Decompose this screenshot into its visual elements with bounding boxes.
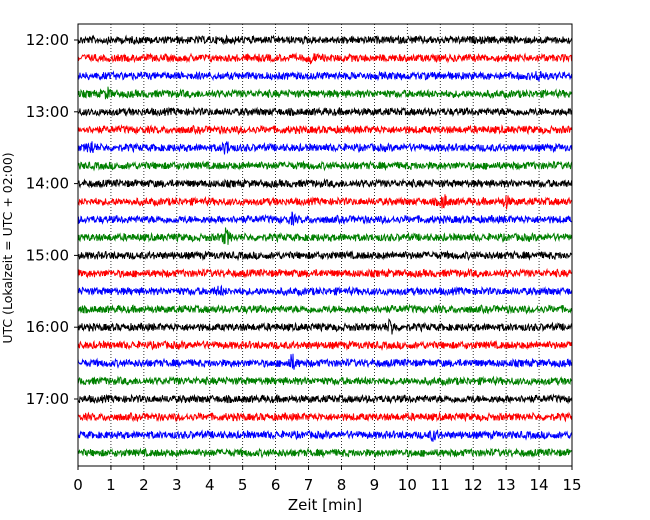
trace-1700 bbox=[77, 393, 573, 405]
x-tick-label: 4 bbox=[205, 476, 215, 494]
trace-1230 bbox=[77, 70, 573, 82]
trace-1215 bbox=[77, 52, 573, 65]
trace-1500 bbox=[77, 249, 573, 262]
x-tick-label: 8 bbox=[337, 476, 347, 494]
trace-1315 bbox=[77, 123, 573, 136]
x-tick-label: 11 bbox=[431, 476, 450, 494]
x-tick-label: 6 bbox=[271, 476, 281, 494]
trace-1615 bbox=[77, 339, 573, 352]
traces bbox=[77, 34, 573, 459]
trace-1300 bbox=[77, 106, 573, 118]
x-axis: 0 1 2 3 4 5 6 7 8 9 10 11 12 13 14 15 bbox=[73, 466, 582, 494]
x-tick-label: 7 bbox=[304, 476, 314, 494]
y-axis: 12:00 13:00 14:00 15:00 16:00 17:00 bbox=[26, 31, 78, 408]
x-tick-label: 10 bbox=[398, 476, 417, 494]
trace-1330 bbox=[77, 140, 573, 155]
x-tick-label: 9 bbox=[370, 476, 380, 494]
trace-1630 bbox=[77, 353, 573, 370]
y-tick-label: 17:00 bbox=[26, 390, 69, 408]
trace-1515 bbox=[77, 267, 573, 279]
y-tick-label: 14:00 bbox=[26, 175, 69, 193]
trace-1545 bbox=[77, 303, 573, 315]
trace-1445 bbox=[77, 227, 573, 245]
trace-1345 bbox=[77, 160, 573, 172]
x-tick-label: 15 bbox=[562, 476, 581, 494]
trace-1200 bbox=[77, 34, 573, 46]
y-tick-label: 16:00 bbox=[26, 318, 69, 336]
trace-1245 bbox=[77, 86, 573, 100]
y-tick-label: 15:00 bbox=[26, 246, 69, 264]
x-tick-label: 13 bbox=[497, 476, 516, 494]
x-tick-label: 3 bbox=[172, 476, 182, 494]
x-tick-label: 2 bbox=[139, 476, 149, 494]
x-tick-label: 5 bbox=[238, 476, 248, 494]
trace-1400 bbox=[77, 178, 573, 189]
trace-1530 bbox=[77, 284, 573, 297]
trace-1415 bbox=[77, 194, 573, 210]
y-tick-label: 12:00 bbox=[26, 31, 69, 49]
plot-frame bbox=[77, 23, 573, 467]
x-tick-label: 0 bbox=[73, 476, 83, 494]
x-tick-label: 14 bbox=[530, 476, 549, 494]
y-tick-label: 13:00 bbox=[26, 103, 69, 121]
trace-1430 bbox=[77, 211, 573, 227]
trace-1745 bbox=[77, 447, 573, 459]
trace-1600 bbox=[77, 318, 573, 335]
y-axis-label: UTC (Lokalzeit = UTC + 02:00) bbox=[0, 152, 15, 343]
trace-1715 bbox=[77, 411, 573, 423]
x-tick-label: 12 bbox=[464, 476, 483, 494]
trace-1730 bbox=[77, 429, 573, 442]
x-axis-label: Zeit [min] bbox=[288, 496, 362, 514]
trace-1645 bbox=[77, 375, 573, 387]
x-tick-label: 1 bbox=[106, 476, 116, 494]
